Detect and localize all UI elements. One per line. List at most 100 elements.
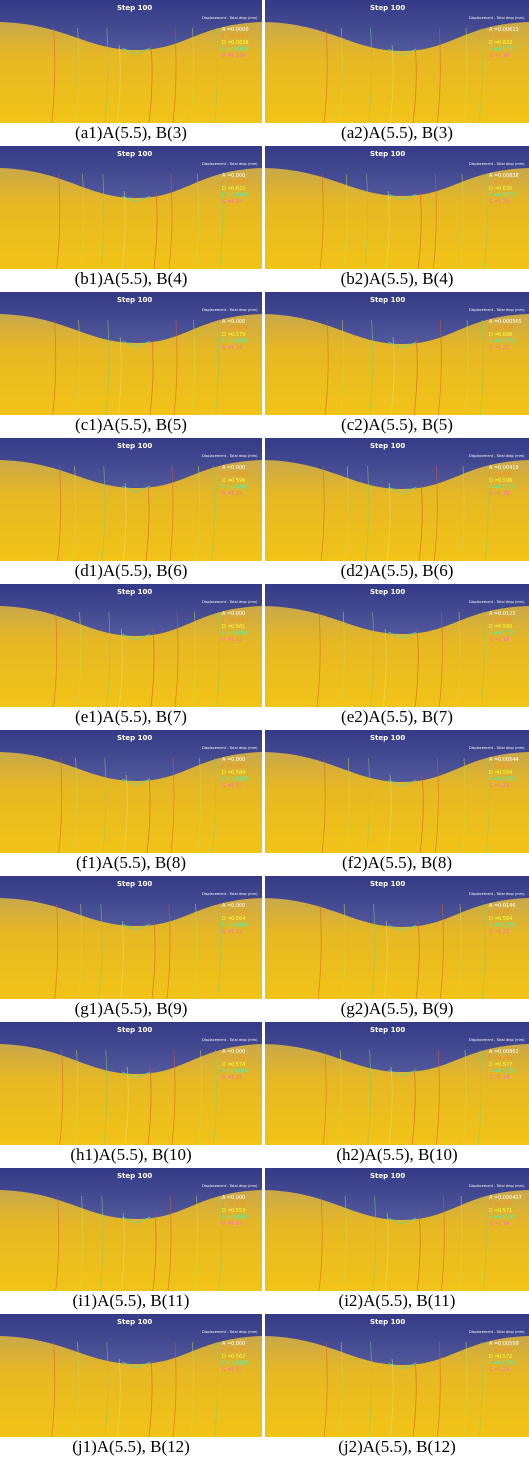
legend-title: Displacement - Total drop (mm) [469,162,525,166]
legend-value: 0.0305 [231,47,249,53]
step-label: Step 100 [370,588,405,596]
legend-title: Displacement - Total drop (mm) [202,16,258,20]
legend-value: 0.0004 [231,326,249,332]
step-label: Step 100 [117,442,152,450]
step-label: Step 100 [117,4,152,12]
legend-value: 1.15 [231,783,242,789]
legend-label: F = [222,923,231,929]
step-label: Step 100 [117,1318,152,1326]
legend-value: 0.375 [231,1348,245,1354]
legend-value: 1.12 [231,1367,242,1373]
step-label: Step 100 [117,734,152,742]
legend-value: 0.00419 [498,465,519,471]
legend-label: F = [489,47,498,53]
legend-title: Displacement - Total drop (mm) [469,746,525,750]
legend-value: 0.0000 [231,27,249,33]
legend-value: 0.000 [231,1341,245,1347]
legend-value: 0.0280 [231,1361,249,1367]
legend-value: 1.14 [498,1367,509,1373]
legend-label: F = [222,1361,231,1367]
caption: (j2)A(5.5), B(12) [338,1437,456,1456]
legend-value: 0.399 [498,910,512,916]
legend-label: F = [489,631,498,637]
legend-value: 0.564 [498,916,512,922]
step-label: Step 100 [117,880,152,888]
legend-value: 0.636 [498,186,512,192]
legend-value: 0.00613 [498,27,519,33]
legend-value: 1.22 [498,345,509,351]
caption: (a1)A(5.5), B(3) [75,123,187,142]
legend-label: C = [222,472,231,478]
caption: (i1)A(5.5), B(11) [73,1291,190,1310]
legend-value: 0.0146 [498,903,516,909]
legend-value: 0.0711 [498,339,516,345]
legend-value: 1.30 [498,53,509,59]
legend-value: 0.0300 [231,193,249,199]
legend-value: 0.572 [498,1354,512,1360]
step-label: Step 100 [117,1172,152,1180]
legend-value: 0.622 [231,186,245,192]
legend-value: 1.15 [498,783,509,789]
legend-value: 1.12 [231,637,242,643]
legend-value: 0.000 [231,1049,245,1055]
legend-label: C = [489,618,498,624]
legend-label: F = [222,339,231,345]
legend-label: A = [222,757,231,763]
legend-value: 0.0280 [231,631,249,637]
legend-value: 0.577 [498,1062,512,1068]
legend-value: 0.574 [231,1062,245,1068]
legend-title: Displacement - Total drop (mm) [469,1038,525,1042]
legend-value: 0.0280 [498,777,516,783]
panel: Step 100Displacement - Total drop (mm)A … [0,292,262,415]
legend-value: 1.15 [231,1075,242,1081]
legend-title: Displacement - Total drop (mm) [469,1330,525,1334]
legend-value: 0.0280 [498,1361,516,1367]
step-label: Step 100 [370,442,405,450]
legend-label: F = [489,923,498,929]
legend-label: A = [222,1195,231,1201]
legend-label: F = [222,193,231,199]
legend-value: 0.00838 [498,173,519,179]
legend-label: C = [222,180,231,186]
step-label: Step 100 [370,1172,405,1180]
caption: (b2)A(5.5), B(4) [341,269,454,288]
legend-value: 0.0280 [231,923,249,929]
legend-label: C = [222,1348,231,1354]
legend-value: 0.000427 [498,1195,522,1201]
legend-value: 0.375 [231,910,245,916]
legend-value: 0.00544 [498,757,519,763]
legend-label: C = [222,910,231,916]
legend-value: 1.07 [231,1221,242,1227]
legend-label: C = [489,472,498,478]
panel: Step 100Displacement - Total drop (mm)A … [0,876,262,999]
legend-label: A = [489,1049,498,1055]
legend-value: 0.000 [231,1195,245,1201]
legend-value: 0.000 [231,173,245,179]
legend-value: 0.408 [498,326,512,332]
legend-value: 0.000 [231,757,245,763]
legend-title: Displacement - Total drop (mm) [202,746,258,750]
legend-value: 0.0700 [498,485,516,491]
legend-title: Displacement - Total drop (mm) [469,892,525,896]
legend-value: 0.564 [231,916,245,922]
legend-value: 0.586 [498,624,512,630]
legend-label: A = [489,757,498,763]
legend-label: C = [222,326,231,332]
caption: (d1)A(5.5), B(6) [75,561,188,580]
legend-label: C = [222,34,231,40]
caption: (d2)A(5.5), B(6) [341,561,454,580]
step-label: Step 100 [370,150,405,158]
legend-label: F = [489,1069,498,1075]
legend-label: C = [222,1202,231,1208]
legend-title: Displacement - Total drop (mm) [202,600,258,604]
figure: Step 100 Displacement - Total drop (mm) A … [0,0,529,1460]
step-label: Step 100 [370,1318,405,1326]
legend-value: 1.19 [498,491,509,497]
legend-label: C = [489,1056,498,1062]
legend-value: 0.000 [231,611,245,617]
legend-value: 0.596 [231,478,245,484]
legend-value: 1.24 [231,199,242,205]
